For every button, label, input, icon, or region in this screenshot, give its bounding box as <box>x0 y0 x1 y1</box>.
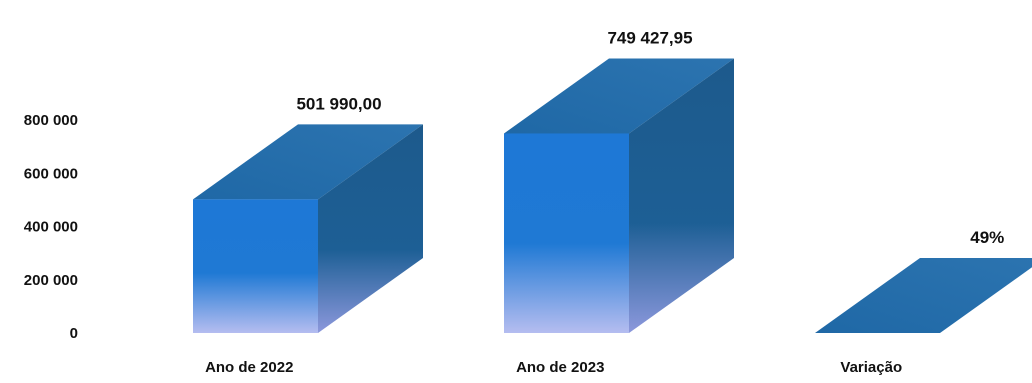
y-tick-label: 800 000 <box>24 112 78 129</box>
category-label: Ano de 2023 <box>516 359 604 376</box>
y-tick-label: 400 000 <box>24 219 78 236</box>
bar-side-face <box>318 124 423 334</box>
y-axis: 0 200 000 400 000 600 000 800 000 <box>24 112 78 342</box>
bars <box>193 58 1032 334</box>
y-tick-label: 0 <box>70 325 78 342</box>
bar-2 <box>504 58 734 333</box>
data-label: 49% <box>970 228 1004 247</box>
category-label: Ano de 2022 <box>205 359 293 376</box>
bar-front-face <box>193 199 318 333</box>
category-label: Variação <box>840 359 902 376</box>
y-tick-label: 600 000 <box>24 165 78 182</box>
y-tick-label: 200 000 <box>24 272 78 289</box>
bar-side-face <box>629 58 734 333</box>
data-label: 501 990,00 <box>296 94 381 113</box>
bar-top-face <box>504 58 734 134</box>
bar-front-face <box>504 133 629 333</box>
data-label: 749 427,95 <box>607 28 692 47</box>
bar-top-face <box>193 124 423 200</box>
bar-1 <box>193 124 423 334</box>
bar-3 <box>815 258 1032 333</box>
bar-top-face <box>815 258 1032 333</box>
labels: 501 990,00 Ano de 2022 749 427,95 Ano de 20… <box>205 28 1004 376</box>
